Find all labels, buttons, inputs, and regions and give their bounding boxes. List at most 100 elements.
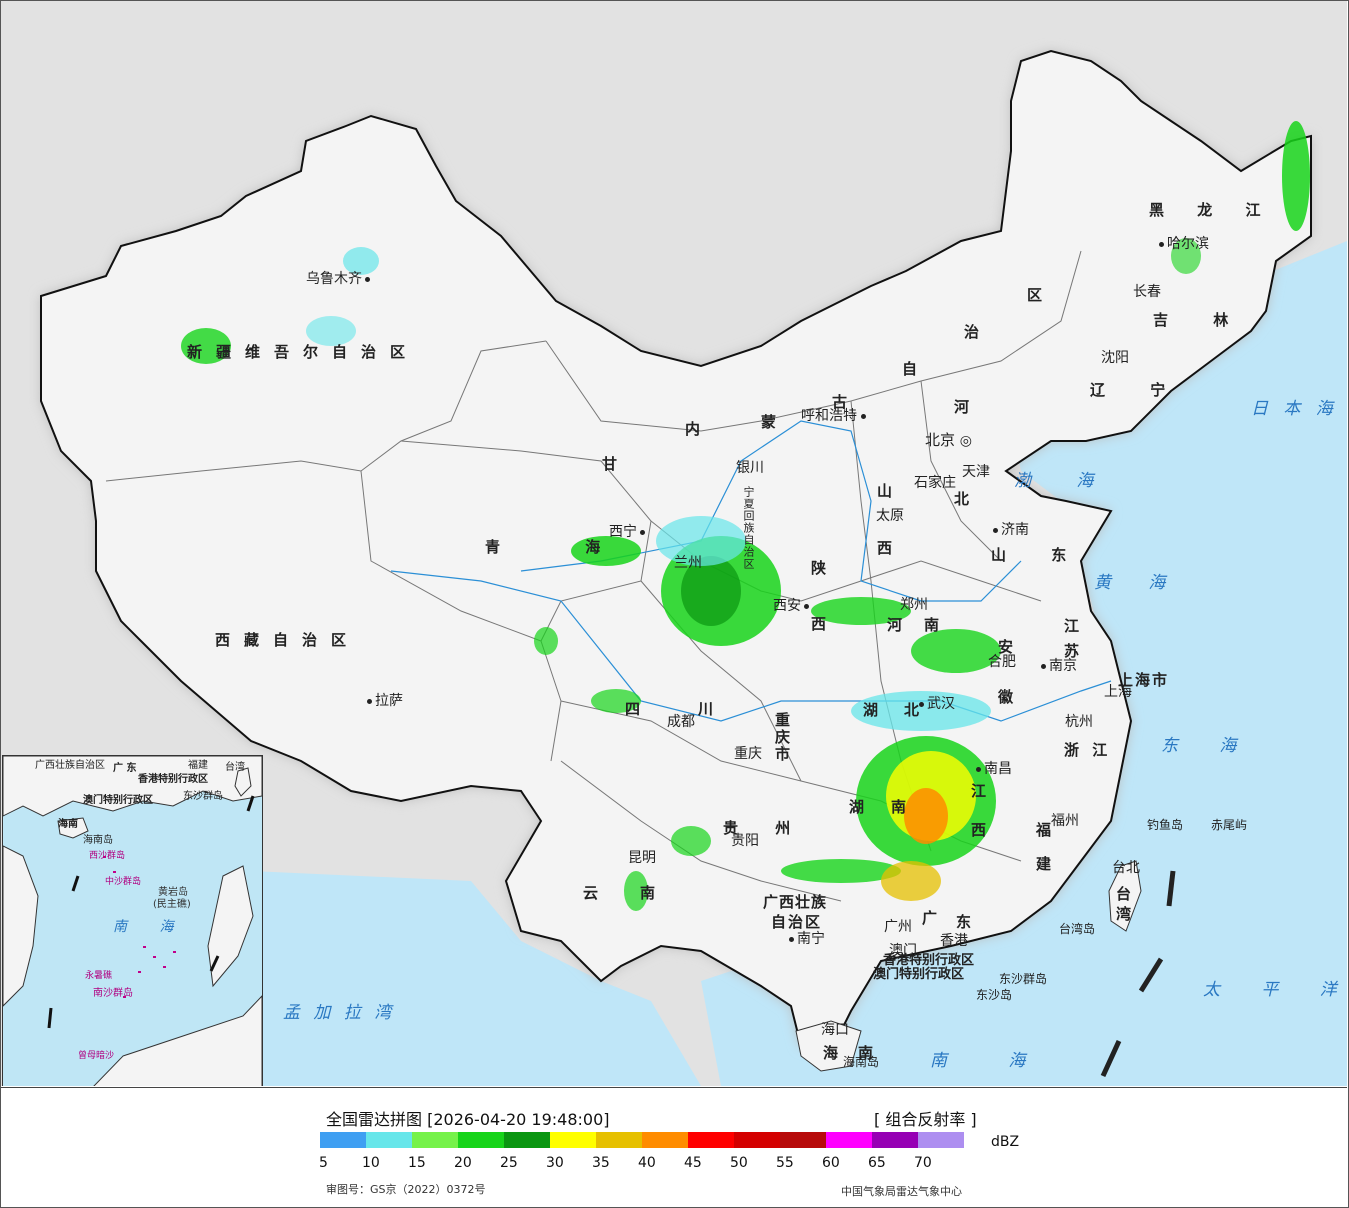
color-swatch — [366, 1132, 412, 1148]
label-fujian-fu: 福 — [1036, 821, 1066, 839]
scale-tick-label: 65 — [868, 1155, 886, 1171]
echo-harbin — [1171, 238, 1201, 274]
inset-guangdong: 广 东 — [113, 763, 137, 774]
inset-minzhujiao: (民主礁) — [153, 899, 191, 910]
label-guangxi-1: 广西壮族 — [763, 893, 828, 911]
city-guangzhou-text: 广州 — [884, 919, 912, 935]
color-scale-ticks: 5 10 15 20 25 30 35 40 45 50 55 60 65 70 — [301, 1155, 1001, 1173]
sea-bohai: 渤 海 — [1014, 471, 1114, 491]
color-swatch — [458, 1132, 504, 1148]
sea-boundary-1 — [1166, 870, 1176, 907]
inset-island — [103, 856, 106, 858]
city-guiyang: 贵阳 — [731, 834, 759, 848]
color-swatch — [918, 1132, 964, 1148]
city-shanghai-text: 上海 — [1104, 684, 1132, 700]
city-huhehaote: 呼和浩特 — [801, 409, 869, 423]
echo-guangxi — [781, 859, 901, 883]
label-hunan-hu: 湖 — [849, 798, 879, 816]
sea-donghai: 东 海 — [1161, 736, 1255, 756]
city-harbin: 哈尔滨 — [1159, 237, 1209, 251]
island-dongshadao: 东沙岛 — [976, 988, 1012, 1002]
label-jiangsu-jiang: 江 — [1064, 617, 1094, 635]
echo-hunan-jiangxi-orange — [904, 788, 948, 844]
inset-zengmu: 曾母暗沙 — [78, 1051, 115, 1061]
inset-xianggang: 香港特别行政区 — [138, 774, 208, 785]
color-scale-bar — [320, 1132, 964, 1148]
label-sichuan-chuan: 川 — [698, 700, 728, 718]
echo-northwest-light — [656, 516, 746, 566]
label-henan-nan: 南 — [924, 616, 954, 634]
label-jilin: 吉 林 — [1153, 311, 1249, 329]
sea-boundary-3 — [1100, 1039, 1122, 1078]
label-chongqing-chong: 重 — [775, 711, 805, 729]
label-jiangxi-xi: 西 — [971, 821, 1001, 839]
city-wuhan-text: 武汉 — [927, 696, 955, 712]
label-hunan-nan: 南 — [891, 798, 921, 816]
label-shandong: 山 东 — [991, 546, 1087, 564]
city-xianggang-text: 香港 — [940, 933, 968, 949]
scale-tick-label: 50 — [730, 1155, 748, 1171]
inset-boundary-2 — [47, 1007, 53, 1029]
radar-echoes — [181, 121, 1310, 911]
color-swatch — [596, 1132, 642, 1148]
inset-taiwan: 台湾 — [225, 762, 245, 773]
label-hebei-bei: 北 — [954, 490, 984, 508]
inset-boundary-4 — [246, 795, 255, 812]
city-fuzhou-text: 福州 — [1051, 813, 1079, 829]
city-hangzhou-text: 杭州 — [1065, 714, 1093, 730]
city-chongqing-text: 重庆 — [734, 746, 762, 762]
label-zhejiang: 浙 江 — [1064, 741, 1112, 759]
legend-product: [ 组合反射率 ] — [874, 1110, 977, 1129]
label-qinghai: 青 海 — [485, 538, 641, 556]
inset-land — [3, 756, 262, 817]
label-hainan-hai: 海 — [823, 1044, 853, 1062]
echo-hubei — [851, 691, 991, 731]
sea-taipingyang: 太 平 洋 — [1203, 980, 1347, 1000]
city-nanjing-text: 南京 — [1049, 658, 1077, 674]
scale-tick-label: 45 — [684, 1155, 702, 1171]
color-swatch — [688, 1132, 734, 1148]
sea-ribenhai: 日 本 海 — [1251, 399, 1338, 419]
city-tianjin-text: 天津 — [962, 464, 990, 480]
scale-tick-label: 70 — [914, 1155, 932, 1171]
inset-nansha: 南沙群岛 — [93, 988, 133, 999]
city-hefei-text: 合肥 — [988, 654, 1016, 670]
city-chengdu: 成都 — [667, 715, 695, 729]
boundary-xizang — [360, 470, 562, 762]
label-hainan-nan: 南 — [858, 1044, 888, 1062]
label-shanghai-shi: 上海市 — [1118, 671, 1170, 689]
label-sichuan-si: 四 — [625, 700, 655, 718]
city-beijing: 北京 ◎ — [925, 431, 973, 449]
city-xianggang: 香港 — [940, 934, 968, 948]
label-shanxi-xi: 西 — [877, 539, 907, 557]
inset-island — [138, 971, 141, 973]
island-hainandao-text: 海南岛 — [843, 1055, 880, 1069]
city-huhehaote-text: 呼和浩特 — [801, 408, 857, 424]
scale-tick-label: 5 — [319, 1155, 328, 1171]
label-taiwan-tai: 台 — [1116, 885, 1146, 903]
legend-title: 全国雷达拼图 [2026-04-20 19:48:00] — [326, 1110, 610, 1129]
taiwan-island — [1108, 860, 1142, 932]
sea-huanghai: 黄 海 — [1094, 573, 1182, 593]
label-ningxia-text: 宁夏回族自治区 — [742, 486, 755, 570]
china-map-graphic — [40, 49, 1347, 1086]
label-fujian-jian: 建 — [1036, 855, 1066, 873]
inset-south-land — [93, 995, 262, 1086]
city-urumqi-text: 乌鲁木齐 — [306, 271, 362, 287]
label-guangdong-guang: 广 — [922, 909, 952, 927]
echo-guangdong — [881, 861, 941, 901]
city-yinchuan: 银川 — [736, 461, 764, 475]
echo-xinjiang-1 — [181, 328, 231, 364]
label-gansu: 甘 — [602, 455, 632, 473]
city-shanghai: 上海 — [1104, 685, 1132, 699]
island-dongsha-qundao-text: 东沙群岛 — [999, 972, 1048, 986]
label-anhui-an: 安 — [998, 638, 1028, 656]
island-dongsha-qundao: 东沙群岛 — [999, 972, 1047, 986]
radar-map[interactable]: 新疆维吾尔自治区 西藏自治区 青 海 甘 内 蒙 古 自 治 区 黑 龙 江 吉… — [1, 1, 1347, 1086]
island-taiwandao-text: 台湾岛 — [1059, 922, 1096, 936]
city-shenyang-text: 沈阳 — [1101, 350, 1129, 366]
city-aomen-text: 澳门 — [889, 943, 917, 959]
sea-mengjialawan: 孟 加 拉 湾 — [283, 1003, 396, 1023]
label-guizhou: 贵 州 — [723, 819, 807, 837]
city-tianjin: 天津 — [962, 465, 990, 479]
